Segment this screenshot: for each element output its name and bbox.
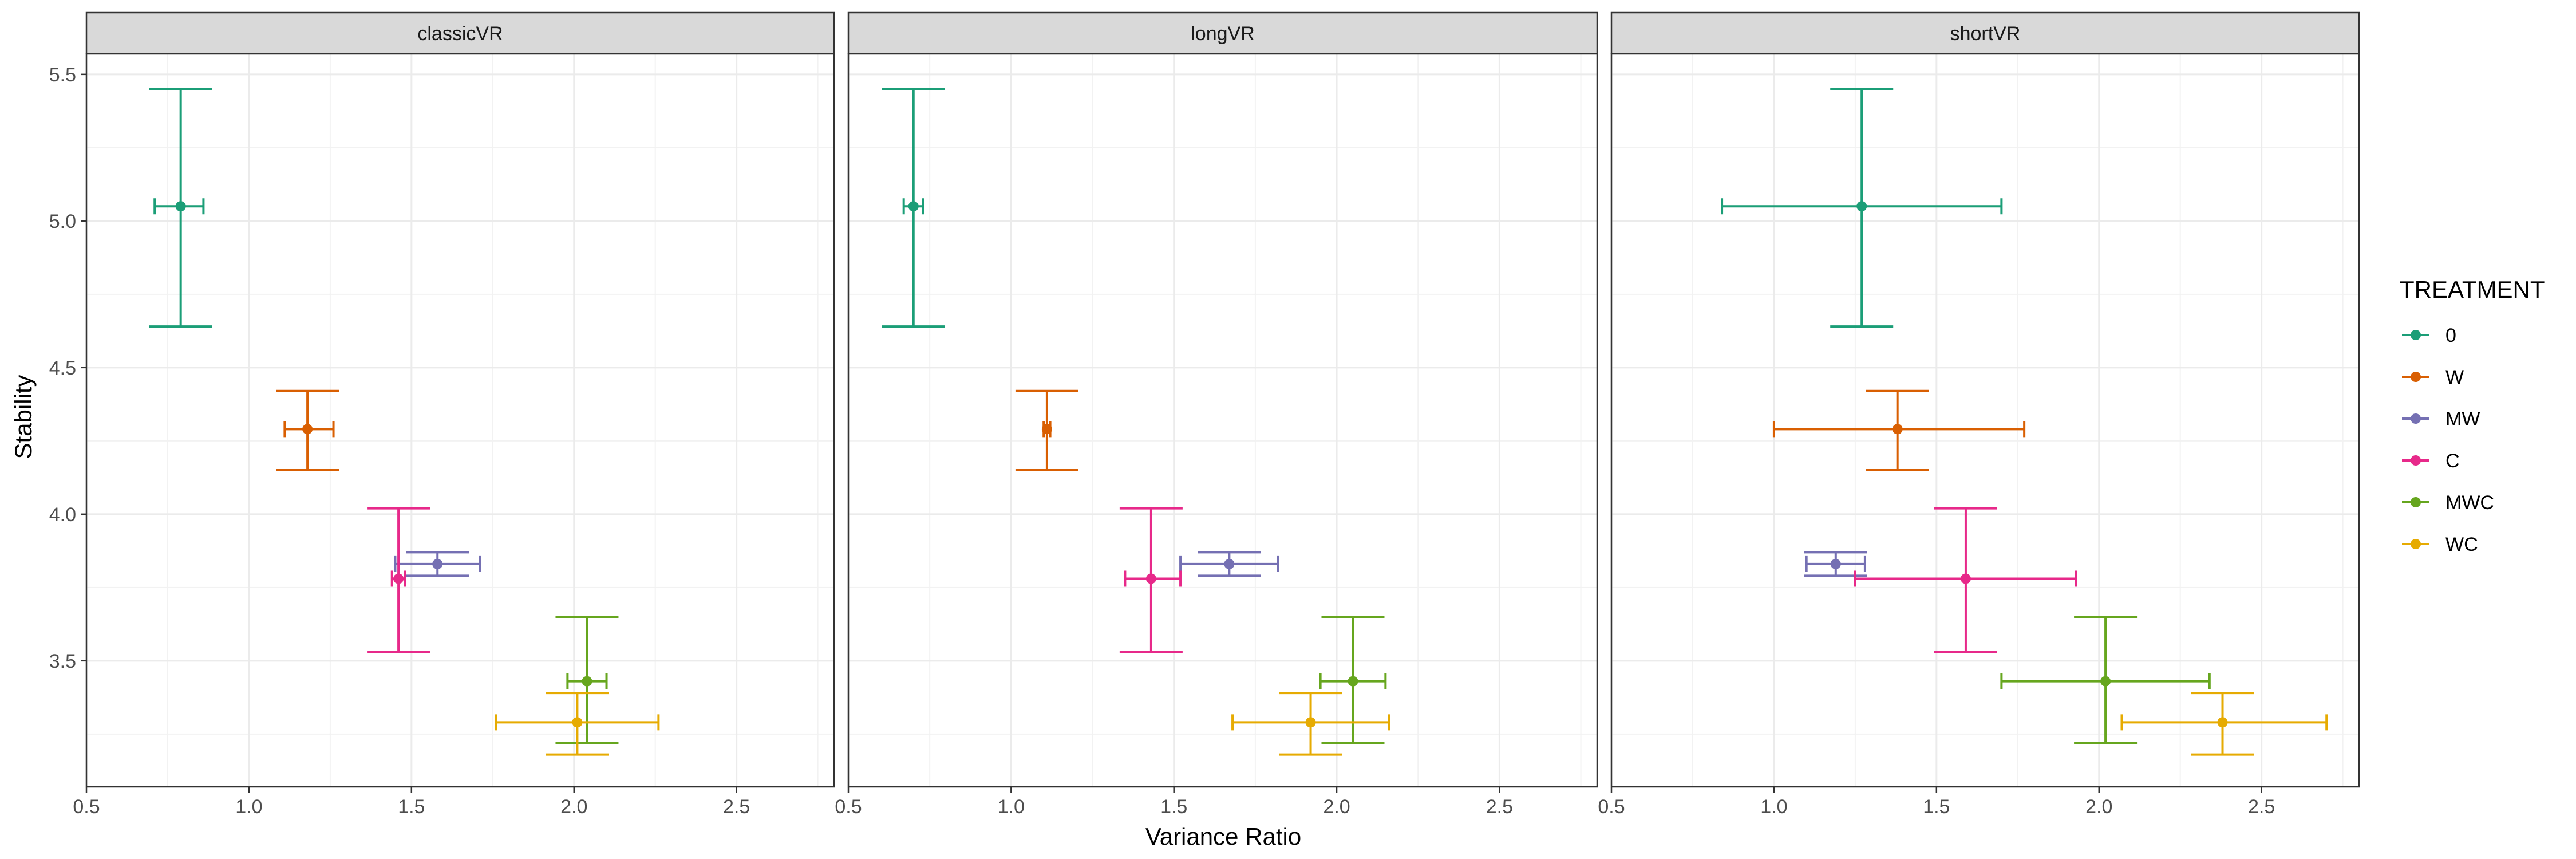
data-point [2217, 717, 2228, 728]
y-axis-title: Stability [10, 375, 37, 459]
y-tick-label: 4.5 [49, 357, 76, 379]
data-point [572, 717, 583, 728]
data-point [1145, 573, 1156, 584]
x-tick-label: 2.5 [2248, 796, 2275, 818]
panel-background [86, 54, 834, 787]
panel-border [1610, 53, 2360, 788]
datapoint-W-longVR [1015, 389, 1078, 472]
datapoint-0-classicVR [149, 88, 212, 328]
legend-key-point [2411, 497, 2421, 507]
data-point [393, 573, 404, 584]
datapoint-WC-classicVR [495, 692, 660, 756]
facet-strip-label: shortVR [1950, 23, 2021, 45]
datapoint-WC-longVR [1231, 692, 1390, 756]
legend-key-point [2411, 455, 2421, 466]
data-point [1224, 558, 1235, 569]
legend-key-point [2411, 372, 2421, 382]
legend-label: WC [2445, 534, 2478, 555]
data-point [1960, 573, 1971, 584]
facet-strip [85, 11, 835, 55]
x-tick-label: 1.0 [1760, 796, 1787, 818]
datapoint-0-longVR [882, 88, 945, 328]
panel-background [1611, 54, 2359, 787]
x-axis-title: Variance Ratio [1145, 823, 1301, 850]
y-tick-label: 4.0 [49, 504, 76, 526]
data-point [1856, 201, 1867, 212]
panel-background [848, 54, 1597, 787]
legend-label: 0 [2445, 325, 2456, 346]
legend-entry-C: C [2402, 450, 2460, 472]
legend-title: TREATMENT [2400, 276, 2545, 303]
datapoint-0-shortVR [1721, 88, 2003, 328]
x-tick-label: 2.0 [1323, 796, 1350, 818]
legend-entry-MW: MW [2402, 408, 2480, 430]
x-tick-label: 2.5 [723, 796, 750, 818]
data-point [175, 201, 186, 212]
data-point [432, 558, 443, 569]
facet-panels: classicVR 0.5 1.0 1.5 2.0 2.5 longVR 0.5 1.0 1.5 2… [73, 11, 2360, 818]
data-point [1348, 676, 1358, 687]
x-tick-label: 1.5 [1923, 796, 1950, 818]
datapoint-C-classicVR [367, 507, 430, 653]
facet-strip [1610, 11, 2360, 55]
facet-strip [847, 11, 1598, 55]
x-tick-label: 0.5 [835, 796, 862, 818]
datapoint-MWC-shortVR [2000, 616, 2211, 744]
facet-panel-longVR: longVR 0.5 1.0 1.5 2.0 2.5 [835, 11, 1598, 818]
x-tick-label: 2.5 [1486, 796, 1513, 818]
legend-label: C [2445, 450, 2460, 472]
legend-key-point [2411, 539, 2421, 549]
facet-strip-label: classicVR [417, 23, 503, 45]
x-tick-label: 0.5 [73, 796, 100, 818]
legend-label: MWC [2445, 492, 2494, 514]
x-tick-label: 1.0 [235, 796, 262, 818]
panel-border [847, 53, 1598, 788]
panel-border [85, 53, 835, 788]
y-tick-label: 5.0 [49, 211, 76, 233]
data-point [908, 201, 919, 212]
data-point [1892, 424, 1903, 435]
x-tick-label: 0.5 [1598, 796, 1625, 818]
facet-panel-classicVR: classicVR 0.5 1.0 1.5 2.0 2.5 [73, 11, 835, 818]
facet-panel-shortVR: shortVR 0.5 1.0 1.5 2.0 2.5 [1598, 11, 2360, 818]
data-point [582, 676, 592, 687]
datapoint-MW-longVR [1179, 551, 1279, 577]
facet-strip-label: longVR [1191, 23, 1255, 45]
data-point [1041, 424, 1052, 435]
datapoint-C-longVR [1119, 507, 1183, 653]
legend-label: W [2445, 367, 2464, 388]
data-point [1305, 717, 1316, 728]
legend-entry-WC: WC [2402, 534, 2478, 555]
datapoint-MWC-classicVR [555, 616, 619, 744]
legend-entry-MWC: MWC [2402, 492, 2494, 514]
y-axis: 3.5 4.0 4.5 5.0 5.5 [49, 64, 86, 672]
x-tick-label: 1.5 [1160, 796, 1187, 818]
data-point [2100, 676, 2111, 687]
x-tick-label: 1.5 [398, 796, 425, 818]
legend-key-point [2411, 330, 2421, 340]
y-tick-label: 3.5 [49, 651, 76, 672]
data-point [1830, 558, 1841, 569]
y-tick-label: 5.5 [49, 64, 76, 86]
legend-entry-W: W [2402, 367, 2464, 388]
x-tick-label: 1.0 [998, 796, 1025, 818]
datapoint-C-shortVR [1854, 507, 2077, 653]
datapoint-W-classicVR [276, 389, 339, 472]
legend-key-point [2411, 413, 2421, 424]
data-point [302, 424, 313, 435]
legend-entry-0: 0 [2402, 325, 2456, 346]
datapoint-W-shortVR [1772, 389, 2026, 472]
x-tick-label: 2.0 [560, 796, 587, 818]
datapoint-MW-shortVR [1804, 551, 1867, 577]
datapoint-WC-shortVR [2120, 692, 2328, 756]
datapoint-MW-classicVR [394, 551, 481, 577]
x-tick-label: 2.0 [2085, 796, 2112, 818]
legend-label: MW [2445, 408, 2480, 430]
